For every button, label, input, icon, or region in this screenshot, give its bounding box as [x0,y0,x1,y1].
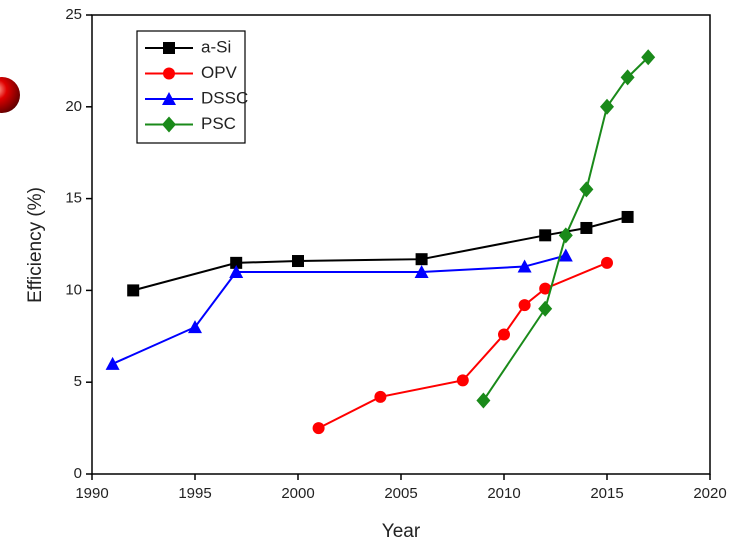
marker [292,255,304,268]
y-tick-label: 10 [65,281,82,298]
marker [188,320,202,334]
marker [105,356,120,370]
decoration [0,77,20,113]
series-line [112,254,567,365]
y-axis-label: Efficiency (%) [25,187,46,303]
marker [641,49,656,66]
marker [621,210,634,223]
x-tick-label: 2010 [487,485,520,502]
marker [498,328,510,341]
marker [539,282,552,295]
marker [230,256,243,269]
marker [476,392,491,409]
marker [600,98,614,115]
legend-marker [163,67,175,80]
marker [456,374,469,387]
x-tick-label: 2020 [693,485,726,502]
y-tick-label: 20 [65,98,82,115]
series-line [318,261,608,429]
legend-marker [163,42,175,54]
x-tick-label: 2000 [281,485,314,502]
legend-label: PSC [201,114,236,133]
legend-label: a-Si [201,37,231,56]
y-tick-label: 15 [65,190,82,207]
x-tick-label: 1990 [75,485,108,502]
x-tick-label: 1995 [178,485,211,502]
marker [414,265,429,279]
marker [580,221,593,234]
y-tick-label: 25 [65,6,82,23]
marker [312,422,325,435]
marker [558,248,573,262]
marker [229,265,244,279]
legend-marker [162,92,176,105]
marker [558,227,573,244]
legend-label: DSSC [201,88,248,107]
marker [127,284,140,297]
marker [620,69,635,86]
marker [518,299,531,312]
legend-marker [162,116,176,133]
marker [601,256,613,269]
marker [579,181,594,198]
y-tick-label: 5 [74,373,82,390]
x-tick-label: 2015 [590,485,623,502]
y-tick-label: 0 [74,465,82,482]
marker [374,390,387,403]
x-tick-label: 2005 [384,485,417,502]
x-axis-label: Year [382,521,421,542]
marker [517,259,532,273]
marker [415,253,428,266]
marker [539,229,552,242]
marker [538,300,553,317]
legend-label: OPV [201,63,238,82]
